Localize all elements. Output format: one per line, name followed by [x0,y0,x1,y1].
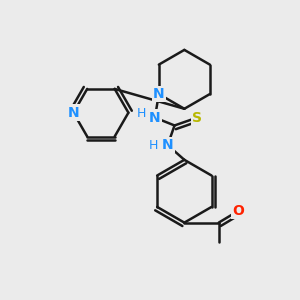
Text: S: S [192,111,202,124]
Text: N: N [149,111,161,124]
Text: O: O [232,204,244,218]
Text: H: H [149,139,159,152]
Text: H: H [136,107,146,120]
Text: N: N [68,106,79,120]
Text: N: N [162,138,173,152]
Text: N: N [153,87,165,101]
